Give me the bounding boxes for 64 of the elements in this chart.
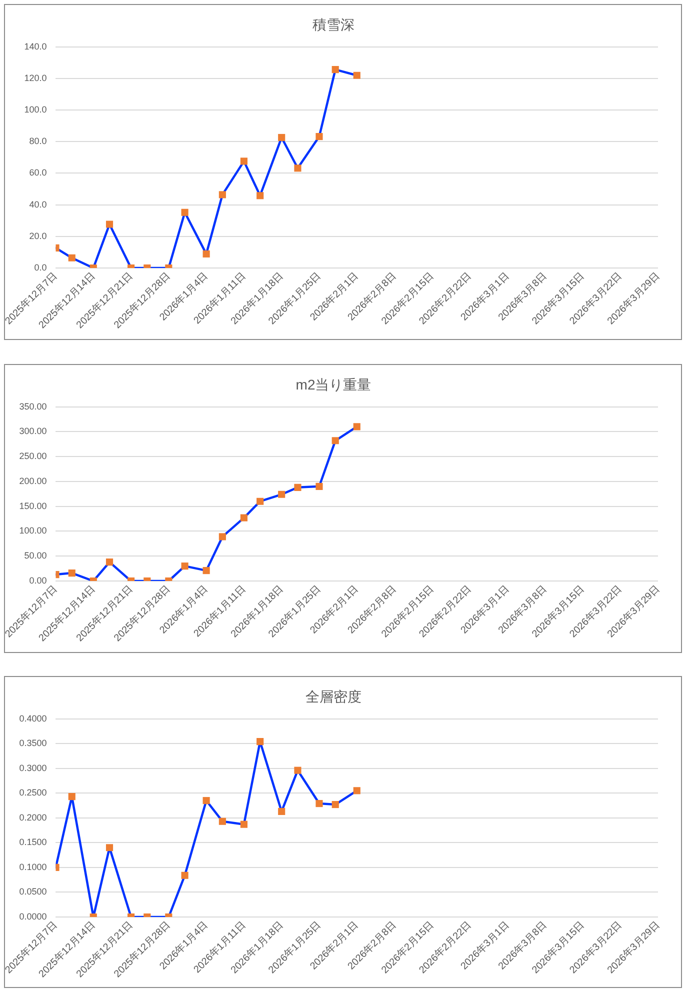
- point: [316, 133, 323, 140]
- point: [332, 66, 339, 74]
- y-tick-label: 120.0: [24, 72, 47, 83]
- point: [202, 797, 210, 804]
- y-tick-label: 100.00: [19, 526, 47, 536]
- y-tick-label: 300.00: [19, 426, 47, 436]
- y-tick-label: 0.00: [29, 575, 47, 586]
- point: [218, 818, 226, 825]
- y-tick-label: 140.0: [24, 41, 47, 52]
- y-tick-label: 0.3000: [19, 762, 47, 773]
- point: [68, 793, 76, 800]
- point: [294, 484, 302, 491]
- y-tick-label: 0.1000: [19, 862, 47, 872]
- chart-title: 全層密度: [306, 688, 362, 704]
- point: [202, 250, 210, 258]
- y-tick-label: 0.3500: [19, 738, 47, 748]
- y-tick-label: 0.0: [34, 262, 47, 272]
- y-tick-label: 0.0500: [19, 886, 47, 897]
- point: [278, 808, 286, 815]
- point: [218, 191, 226, 198]
- point: [332, 800, 339, 808]
- point: [294, 164, 302, 172]
- y-tick-label: 0.1500: [19, 837, 47, 848]
- chart-title: 積雪深: [312, 16, 354, 32]
- y-tick-label: 60.0: [29, 168, 47, 178]
- point: [106, 220, 114, 228]
- y-tick-label: 20.0: [29, 230, 47, 241]
- y-tick-label: 200.00: [19, 476, 47, 486]
- point: [240, 514, 248, 522]
- point: [256, 738, 264, 746]
- chart-title: m2当り重量: [296, 376, 372, 392]
- point: [240, 158, 248, 165]
- point: [106, 558, 114, 566]
- point: [353, 787, 360, 794]
- point: [181, 562, 188, 570]
- point: [278, 134, 286, 142]
- y-tick-label: 250.00: [19, 451, 47, 462]
- point: [106, 844, 114, 852]
- point: [256, 192, 264, 200]
- point: [278, 490, 286, 498]
- point: [181, 872, 188, 879]
- point: [181, 208, 188, 216]
- point: [353, 72, 360, 79]
- point: [256, 498, 264, 505]
- y-tick-label: 40.0: [29, 199, 47, 210]
- y-tick-label: 50.00: [24, 550, 47, 561]
- y-tick-label: 100.0: [24, 104, 47, 114]
- y-tick-label: 0.0000: [19, 911, 47, 922]
- y-tick-label: 350.00: [19, 401, 47, 412]
- y-tick-label: 0.4000: [19, 713, 47, 724]
- point: [353, 423, 360, 430]
- point: [316, 482, 323, 490]
- point: [218, 533, 226, 540]
- point: [316, 800, 323, 808]
- point: [202, 567, 210, 574]
- y-tick-label: 150.00: [19, 500, 47, 511]
- y-tick-label: 0.2500: [19, 788, 47, 798]
- point: [240, 820, 248, 828]
- y-tick-label: 80.0: [29, 136, 47, 146]
- y-tick-label: 0.2000: [19, 812, 47, 822]
- point: [332, 437, 339, 444]
- point: [294, 766, 302, 774]
- point: [68, 570, 76, 577]
- point: [68, 254, 76, 262]
